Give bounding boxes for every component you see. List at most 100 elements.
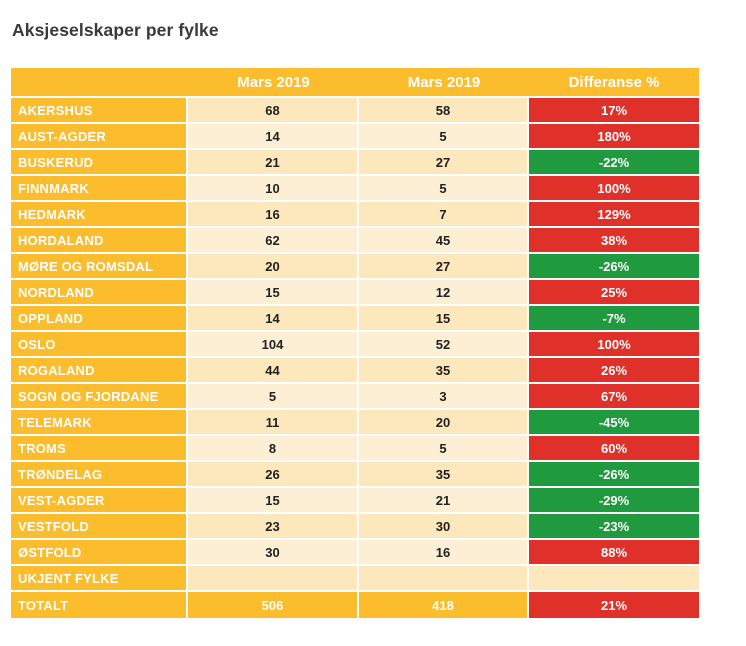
value-mars-2019-b: 5	[359, 176, 529, 202]
value-mars-2019-a: 5	[188, 384, 359, 410]
diff-percent: 67%	[529, 384, 699, 410]
value-mars-2019-a: 15	[188, 280, 359, 306]
table-row: VEST-AGDER 15 21 -29%	[11, 488, 699, 514]
value-mars-2019-b: 58	[359, 98, 529, 124]
diff-percent: 88%	[529, 540, 699, 566]
county-name: OSLO	[11, 332, 188, 358]
total-diff-percent: 21%	[529, 592, 699, 618]
table-row: FINNMARK 10 5 100%	[11, 176, 699, 202]
value-mars-2019-b	[359, 566, 529, 592]
county-name: TRØNDELAG	[11, 462, 188, 488]
value-mars-2019-b: 52	[359, 332, 529, 358]
diff-percent: 60%	[529, 436, 699, 462]
value-mars-2019-b: 16	[359, 540, 529, 566]
total-row: TOTALT 506 418 21%	[11, 592, 699, 618]
value-mars-2019-a: 15	[188, 488, 359, 514]
diff-percent: -45%	[529, 410, 699, 436]
total-mars-2019-b: 418	[359, 592, 529, 618]
value-mars-2019-b: 35	[359, 462, 529, 488]
table-row: OSLO 104 52 100%	[11, 332, 699, 358]
value-mars-2019-a: 14	[188, 306, 359, 332]
value-mars-2019-a: 104	[188, 332, 359, 358]
table-row: TROMS 8 5 60%	[11, 436, 699, 462]
value-mars-2019-b: 15	[359, 306, 529, 332]
diff-percent: 129%	[529, 202, 699, 228]
county-name: ROGALAND	[11, 358, 188, 384]
diff-percent: 17%	[529, 98, 699, 124]
table-row: UKJENT FYLKE	[11, 566, 699, 592]
table-row: ROGALAND 44 35 26%	[11, 358, 699, 384]
value-mars-2019-a: 20	[188, 254, 359, 280]
value-mars-2019-b: 5	[359, 436, 529, 462]
header-mars-2019-b: Mars 2019	[359, 68, 529, 98]
value-mars-2019-b: 12	[359, 280, 529, 306]
value-mars-2019-b: 27	[359, 150, 529, 176]
table-row: SOGN OG FJORDANE 5 3 67%	[11, 384, 699, 410]
county-name: UKJENT FYLKE	[11, 566, 188, 592]
diff-percent: -29%	[529, 488, 699, 514]
total-label: TOTALT	[11, 592, 188, 618]
table-row: TELEMARK 11 20 -45%	[11, 410, 699, 436]
diff-percent: -7%	[529, 306, 699, 332]
county-name: MØRE OG ROMSDAL	[11, 254, 188, 280]
county-name: NORDLAND	[11, 280, 188, 306]
value-mars-2019-a: 44	[188, 358, 359, 384]
table-row: HORDALAND 62 45 38%	[11, 228, 699, 254]
value-mars-2019-a: 30	[188, 540, 359, 566]
value-mars-2019-b: 30	[359, 514, 529, 540]
value-mars-2019-b: 45	[359, 228, 529, 254]
county-name: AUST-AGDER	[11, 124, 188, 150]
table-row: TRØNDELAG 26 35 -26%	[11, 462, 699, 488]
table-row: HEDMARK 16 7 129%	[11, 202, 699, 228]
value-mars-2019-b: 5	[359, 124, 529, 150]
value-mars-2019-b: 35	[359, 358, 529, 384]
table-row: NORDLAND 15 12 25%	[11, 280, 699, 306]
value-mars-2019-a: 21	[188, 150, 359, 176]
value-mars-2019-a: 16	[188, 202, 359, 228]
total-mars-2019-a: 506	[188, 592, 359, 618]
value-mars-2019-b: 21	[359, 488, 529, 514]
county-name: OPPLAND	[11, 306, 188, 332]
county-name: BUSKERUD	[11, 150, 188, 176]
diff-percent: -23%	[529, 514, 699, 540]
county-name: AKERSHUS	[11, 98, 188, 124]
value-mars-2019-b: 27	[359, 254, 529, 280]
value-mars-2019-a: 8	[188, 436, 359, 462]
value-mars-2019-b: 3	[359, 384, 529, 410]
county-name: HEDMARK	[11, 202, 188, 228]
county-name: FINNMARK	[11, 176, 188, 202]
value-mars-2019-a: 68	[188, 98, 359, 124]
header-mars-2019-a: Mars 2019	[188, 68, 359, 98]
diff-percent: -26%	[529, 462, 699, 488]
county-name: TROMS	[11, 436, 188, 462]
value-mars-2019-a: 11	[188, 410, 359, 436]
value-mars-2019-a: 62	[188, 228, 359, 254]
diff-percent	[529, 566, 699, 592]
table-row: OPPLAND 14 15 -7%	[11, 306, 699, 332]
diff-percent: 26%	[529, 358, 699, 384]
county-name: HORDALAND	[11, 228, 188, 254]
table-header-row: Mars 2019 Mars 2019 Differanse %	[11, 68, 699, 98]
value-mars-2019-b: 20	[359, 410, 529, 436]
county-name: ØSTFOLD	[11, 540, 188, 566]
diff-percent: -22%	[529, 150, 699, 176]
header-county	[11, 68, 188, 98]
county-name: TELEMARK	[11, 410, 188, 436]
county-name: VEST-AGDER	[11, 488, 188, 514]
table-row: MØRE OG ROMSDAL 20 27 -26%	[11, 254, 699, 280]
diff-percent: -26%	[529, 254, 699, 280]
county-name: SOGN OG FJORDANE	[11, 384, 188, 410]
value-mars-2019-a: 14	[188, 124, 359, 150]
value-mars-2019-a: 10	[188, 176, 359, 202]
diff-percent: 180%	[529, 124, 699, 150]
table-row: BUSKERUD 21 27 -22%	[11, 150, 699, 176]
county-table: Mars 2019 Mars 2019 Differanse % AKERSHU…	[11, 68, 699, 618]
value-mars-2019-a: 26	[188, 462, 359, 488]
page-title: Aksjeselskaper per fylke	[12, 20, 219, 40]
diff-percent: 100%	[529, 176, 699, 202]
value-mars-2019-b: 7	[359, 202, 529, 228]
table-row: AUST-AGDER 14 5 180%	[11, 124, 699, 150]
diff-percent: 25%	[529, 280, 699, 306]
county-name: VESTFOLD	[11, 514, 188, 540]
table-row: VESTFOLD 23 30 -23%	[11, 514, 699, 540]
